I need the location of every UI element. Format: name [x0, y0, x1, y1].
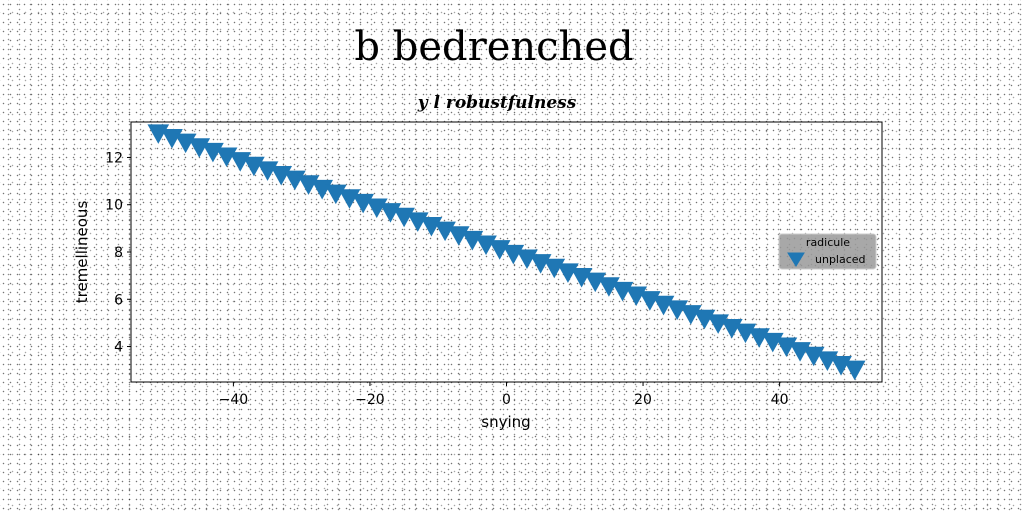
legend-title: radicule: [806, 236, 850, 249]
y-tick-label: 4: [114, 340, 123, 356]
x-tick-label: 0: [502, 392, 511, 408]
x-axis-label: snying: [481, 413, 530, 431]
y-tick-label: 10: [105, 198, 123, 214]
y-tick-label: 6: [114, 292, 123, 308]
y-tick-label: 12: [105, 150, 123, 166]
y-tick-label: 8: [114, 245, 123, 261]
y-axis-ticks: 4 6 8 10 12: [105, 150, 131, 356]
data-point: [843, 360, 866, 381]
data-points: [147, 124, 866, 381]
x-tick-label: 40: [771, 392, 789, 408]
legend-marker-unplaced: [787, 252, 805, 267]
legend-box: [778, 233, 877, 270]
legend-label-unplaced: unplaced: [815, 253, 866, 266]
chart-title: b bedrenched: [354, 24, 633, 70]
x-tick-label: −40: [219, 392, 249, 408]
legend: radicule unplaced: [778, 233, 877, 270]
y-axis-label: tremellineous: [73, 201, 91, 304]
x-tick-label: −20: [355, 392, 385, 408]
x-tick-label: 20: [634, 392, 652, 408]
x-axis-ticks: −40 −20 0 20 40: [219, 382, 789, 408]
chart-subtitle: y l robustfulness: [417, 93, 577, 113]
